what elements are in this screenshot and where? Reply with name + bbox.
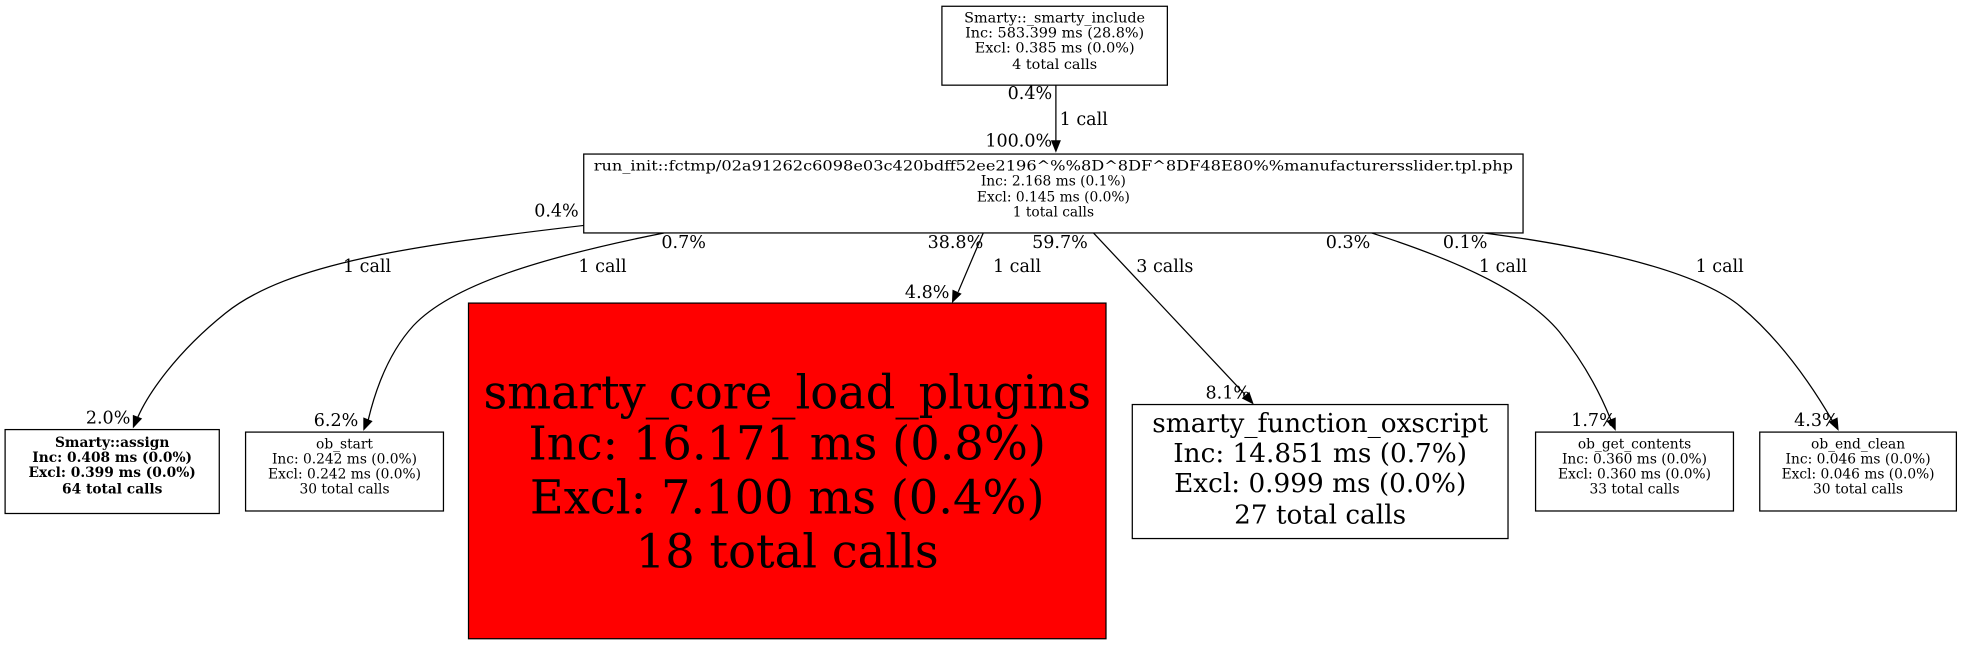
edge-head-label: 4.3% [1794,411,1839,431]
node-label-line: Inc: 583.399 ms (28.8%) [965,26,1144,42]
edge-head-label: 2.0% [86,408,130,428]
node-label-line: ob_start [316,436,373,452]
edge-line [367,232,665,420]
node-label-line: run_init::fctmp/02a91262c6098e03c420bdff… [594,158,1513,174]
edge-call-label: 1 call [1060,110,1109,130]
node-box[interactable] [467,302,1107,640]
edge-run_init-to-ob_get_contents: 0.3% 1 call 1.7% [1326,232,1616,431]
node-label-line: Excl: 0.145 ms (0.0%) [977,190,1130,206]
edge-tail-label: 38.8% [928,233,984,253]
node-label-line: Inc: 0.408 ms (0.0%) [32,450,192,466]
node-label-line: Smarty::_smarty_include [964,11,1145,27]
node-label-line: Inc: 0.242 ms (0.0%) [272,451,417,467]
edge-call-label: 1 call [1479,257,1528,277]
edge-run_init-to-smarty_assign: 0.4% 1 call 2.0% [86,202,584,429]
node-box[interactable] [4,428,220,515]
node-label-line: ob_end_clean [1811,436,1905,452]
edge-tail-label: 0.1% [1443,233,1488,253]
arrowhead-icon [132,414,143,429]
edge-line [1371,232,1612,420]
node-label-line: ob_get_contents [1578,436,1691,452]
edge-call-label: 3 calls [1136,257,1193,277]
node-label-line: Excl: 0.399 ms (0.0%) [29,465,196,481]
edge-line [137,224,584,418]
node-box[interactable] [941,5,1168,86]
node-label-line: 4 total calls [1012,57,1097,73]
edge-tail-label: 0.3% [1326,233,1371,253]
node-label-line: Excl: 0.999 ms (0.0%) [1174,469,1466,499]
edge-call-label: 1 call [1696,257,1745,277]
edge-run_init-to-ob_end_clean: 0.1% 1 call 4.3% [1443,232,1839,431]
edge-line [1484,232,1833,422]
arrowhead-icon [951,289,962,304]
node-label-line: Smarty::assign [55,435,169,451]
edge-smarty_include-to-run_init: 0.4% 1 call 100.0% [985,84,1108,153]
node-label-line: 27 total calls [1234,501,1406,531]
node-label-line: Inc: 0.360 ms (0.0%) [1562,451,1707,467]
edge-head-label: 100.0% [985,132,1052,152]
node-label-line: Excl: 0.046 ms (0.0%) [1782,466,1935,482]
arrowhead-icon [1050,140,1061,153]
node-label-line: 33 total calls [1590,481,1680,497]
node-label-line: smarty_core_load_plugins [483,365,1091,419]
node-label-line: Excl: 0.360 ms (0.0%) [1558,466,1711,482]
edge-run_init-to-ob_start: 0.7% 1 call 6.2% [314,232,706,431]
node-label-line: 18 total calls [636,524,939,578]
node-label-line: Excl: 0.385 ms (0.0%) [975,41,1135,57]
node-label-line: 30 total calls [300,481,390,497]
node-label-line: Inc: 14.851 ms (0.7%) [1173,439,1467,469]
edge-call-label: 1 call [993,257,1042,277]
edge-run_init-to-smarty_core_load_plugins: 38.8% 1 call 4.8% [905,232,1042,304]
edge-line [1093,232,1246,395]
node-label-line: Inc: 2.168 ms (0.1%) [981,173,1126,189]
node-label-line: Excl: 0.242 ms (0.0%) [268,466,421,482]
edge-tail-label: 59.7% [1032,233,1088,253]
node-label-line: Excl: 7.100 ms (0.4%) [530,470,1045,524]
node-box[interactable] [244,431,445,512]
edge-tail-label: 0.4% [1008,84,1053,104]
edge-call-label: 1 call [343,257,392,277]
edge-head-label: 8.1% [1206,383,1251,403]
edge-tail-label: 0.4% [534,202,579,222]
node-box[interactable] [583,153,1524,234]
node-label-line: smarty_function_oxscript [1152,409,1488,439]
node-box[interactable] [1759,431,1958,512]
node-label-line: Inc: 16.171 ms (0.8%) [528,417,1046,471]
edge-call-label: 1 call [578,257,627,277]
node-label-line: Inc: 0.046 ms (0.0%) [1786,451,1931,467]
edge-line [957,232,984,293]
arrowhead-icon [1606,417,1616,431]
edge-head-label: 6.2% [314,411,359,431]
arrowhead-icon [363,417,373,431]
node-label-line: 64 total calls [62,481,163,497]
edge-run_init-to-smarty_function_oxscript: 59.7% 3 calls 8.1% [1032,232,1254,405]
edge-head-label: 1.7% [1571,411,1616,431]
node-run_init[interactable]: run_init::fctmp/02a91262c6098e03c420bdff… [583,153,1524,234]
node-label-line: 30 total calls [1813,481,1903,497]
edge-head-label: 4.8% [905,283,950,303]
node-label-line: 1 total calls [1013,205,1094,221]
edge-tail-label: 0.7% [661,233,706,253]
arrowhead-icon [1828,417,1839,431]
arrowhead-icon [1241,391,1254,405]
node-box[interactable] [1131,403,1509,540]
node-box[interactable] [1534,431,1735,512]
